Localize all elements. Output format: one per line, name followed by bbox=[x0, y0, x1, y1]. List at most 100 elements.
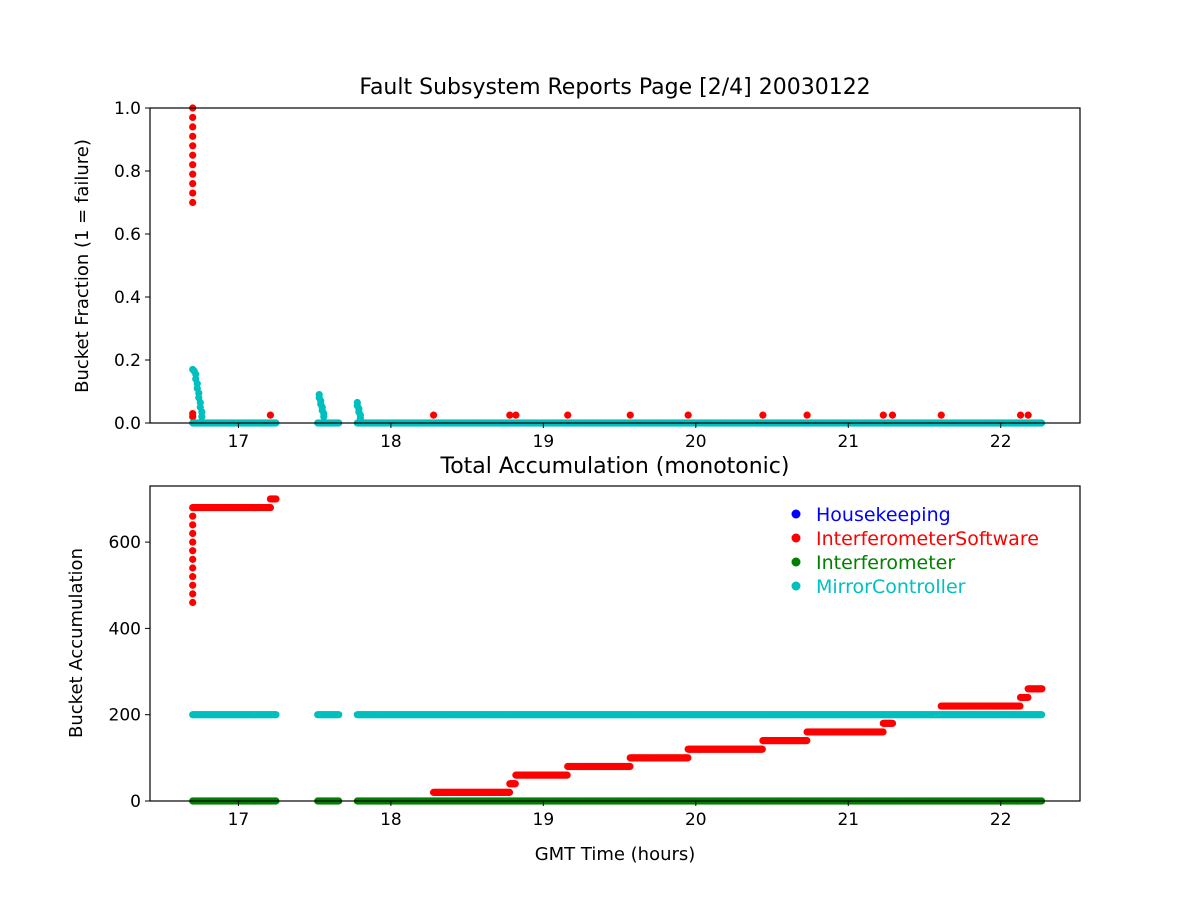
data-point-interferometer-software bbox=[189, 512, 197, 520]
data-point-interferometer-software bbox=[189, 142, 197, 150]
x-tick-label: 19 bbox=[533, 810, 555, 830]
data-point-mirror-controller bbox=[198, 413, 206, 421]
accumulation-panel: Total Accumulation (monotonic) Bucket Ac… bbox=[66, 454, 1081, 865]
legend-item: Interferometer bbox=[791, 552, 955, 574]
data-point-interferometer-software bbox=[189, 521, 197, 529]
fault-fraction-ticks: 17 18 19 20 21 22 0.0 0.2 0.4 0.6 0.8 1.0 bbox=[114, 99, 1012, 452]
x-tick-label: 17 bbox=[228, 810, 250, 830]
data-point-interferometer-software bbox=[564, 411, 572, 419]
data-point-mirror-controller bbox=[335, 711, 343, 719]
data-point-interferometer-software bbox=[189, 413, 197, 421]
data-point-interferometer-software bbox=[266, 411, 275, 419]
data-point-interferometer-software bbox=[888, 411, 897, 419]
y-tick-label: 0.8 bbox=[114, 162, 141, 182]
data-point-interferometer-software bbox=[189, 123, 197, 131]
data-point-interferometer-software bbox=[684, 754, 692, 762]
chart-title: Fault Subsystem Reports Page [2/4] 20030… bbox=[359, 75, 870, 100]
data-point-interferometer-software bbox=[506, 411, 514, 419]
legend-label-housekeeping: Housekeeping bbox=[816, 504, 951, 526]
fault-fraction-panel: Fault Subsystem Reports Page [2/4] 20030… bbox=[72, 75, 1081, 452]
x-tick-label: 17 bbox=[228, 432, 250, 452]
plot-frame bbox=[149, 107, 1081, 424]
data-point-interferometer-software bbox=[505, 788, 514, 796]
x-tick-label: 21 bbox=[837, 432, 859, 452]
accumulation-marks bbox=[189, 495, 1046, 805]
data-point-interferometer-software bbox=[879, 411, 887, 419]
data-point-interferometer-software bbox=[1038, 685, 1046, 693]
data-point-interferometer-software bbox=[429, 411, 438, 419]
x-tick-label: 20 bbox=[685, 432, 707, 452]
y-tick-label: 0 bbox=[130, 792, 141, 812]
legend-item: MirrorController bbox=[791, 576, 966, 598]
data-point-interferometer-software bbox=[189, 564, 197, 572]
data-point-interferometer-software bbox=[563, 771, 571, 779]
x-tick-label: 18 bbox=[380, 432, 402, 452]
data-point-interferometer-software bbox=[759, 411, 767, 419]
legend-marker-housekeeping bbox=[791, 509, 801, 519]
legend-marker-interferometer bbox=[791, 557, 801, 567]
x-tick-label: 19 bbox=[533, 432, 555, 452]
data-point-interferometer-software bbox=[189, 151, 197, 159]
data-point-interferometer-software bbox=[937, 411, 945, 419]
data-point-interferometer-software bbox=[803, 736, 811, 745]
data-point-mirror-controller bbox=[1037, 711, 1046, 719]
data-point-interferometer-software bbox=[1024, 411, 1032, 419]
data-point-interferometer-software bbox=[189, 198, 197, 207]
legend-item: Housekeeping bbox=[791, 504, 951, 526]
data-point-interferometer-software bbox=[189, 538, 197, 546]
data-point-interferometer-software bbox=[189, 590, 197, 598]
data-point-interferometer-software bbox=[758, 745, 766, 753]
data-point-interferometer-software bbox=[272, 495, 280, 503]
data-point-interferometer-software bbox=[1016, 702, 1024, 710]
legend-label-mirror-controller: MirrorController bbox=[816, 576, 966, 598]
data-point-interferometer-software bbox=[803, 411, 811, 419]
data-point-interferometer-software bbox=[888, 719, 897, 727]
data-point-interferometer-software bbox=[1024, 693, 1032, 702]
data-point-interferometer-software bbox=[189, 581, 197, 589]
data-point-interferometer-software bbox=[879, 728, 887, 736]
plot-frame bbox=[149, 485, 1081, 802]
data-point-interferometer-software bbox=[266, 503, 275, 512]
data-point-interferometer-software bbox=[189, 573, 197, 581]
y-tick-label: 200 bbox=[109, 706, 141, 726]
data-point-interferometer-software bbox=[626, 762, 634, 771]
chart-title: Total Accumulation (monotonic) bbox=[440, 454, 790, 479]
legend: Housekeeping InterferometerSoftware Inte… bbox=[791, 504, 1039, 598]
data-point-interferometer-software bbox=[189, 113, 197, 122]
data-point-interferometer-software bbox=[684, 411, 692, 419]
data-point-mirror-controller bbox=[356, 414, 364, 422]
x-tick-label: 21 bbox=[837, 810, 859, 830]
x-tick-label: 18 bbox=[380, 810, 402, 830]
x-tick-label: 22 bbox=[990, 810, 1012, 830]
data-point-mirror-controller bbox=[320, 413, 328, 421]
data-point-interferometer-software bbox=[189, 598, 197, 607]
data-point-interferometer-software bbox=[512, 411, 520, 419]
data-point-interferometer-software bbox=[626, 411, 634, 419]
y-tick-label: 1.0 bbox=[114, 99, 141, 119]
y-axis-label: Bucket Fraction (1 = failure) bbox=[72, 139, 93, 393]
accumulation-ticks: 17 18 19 20 21 22 0 200 400 600 bbox=[109, 533, 1012, 830]
data-point-interferometer-software bbox=[189, 132, 197, 140]
legend-label-interferometer-software: InterferometerSoftware bbox=[816, 528, 1039, 550]
x-tick-label: 20 bbox=[685, 810, 707, 830]
legend-label-interferometer: Interferometer bbox=[816, 552, 955, 574]
legend-marker-mirror-controller bbox=[791, 581, 801, 591]
y-tick-label: 0.0 bbox=[114, 414, 141, 434]
x-tick-label: 22 bbox=[990, 432, 1012, 452]
data-point-interferometer-software bbox=[1016, 411, 1025, 419]
legend-item: InterferometerSoftware bbox=[791, 528, 1039, 550]
data-point-interferometer-software bbox=[189, 170, 197, 178]
y-tick-label: 600 bbox=[109, 533, 141, 553]
y-tick-label: 0.6 bbox=[114, 225, 141, 245]
y-tick-label: 0.4 bbox=[114, 288, 141, 308]
y-tick-label: 0.2 bbox=[114, 351, 141, 371]
data-point-interferometer-software bbox=[189, 529, 197, 538]
data-point-interferometer-software bbox=[189, 180, 197, 188]
y-tick-label: 400 bbox=[109, 619, 141, 639]
data-point-interferometer-software bbox=[189, 189, 197, 197]
data-point-interferometer-software bbox=[189, 547, 197, 555]
data-point-interferometer-software bbox=[511, 780, 519, 788]
data-point-interferometer-software bbox=[189, 555, 197, 563]
